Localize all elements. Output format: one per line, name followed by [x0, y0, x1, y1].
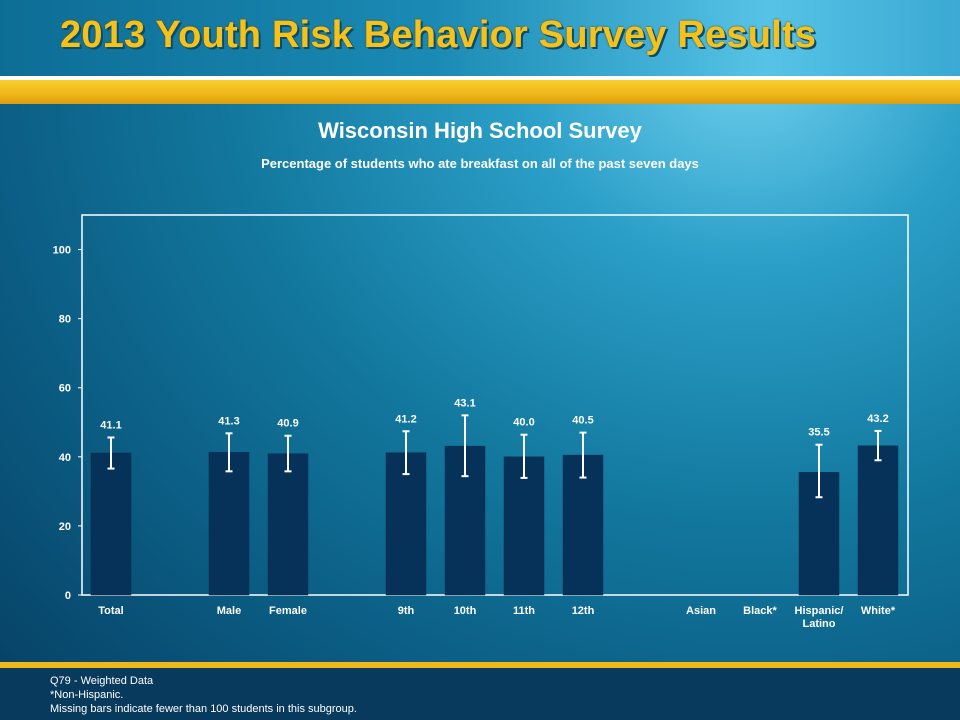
bar: [503, 456, 545, 596]
bar: [208, 452, 250, 596]
y-tick-label: 20: [59, 521, 71, 533]
footer-divider: [0, 662, 960, 668]
x-tick-label: 12th: [572, 605, 595, 617]
slide-title: 2013 Youth Risk Behavior Survey Results: [60, 14, 817, 56]
footer-note-nonhispanic: *Non-Hispanic.: [50, 689, 124, 701]
x-tick-label: Total: [98, 605, 123, 617]
data-label: 40.0: [513, 417, 534, 429]
chart-subtitle: Percentage of students who ate breakfast…: [261, 156, 699, 171]
x-tick-label: 10th: [454, 605, 477, 617]
data-label: 40.5: [572, 415, 593, 427]
data-label: 40.9: [277, 418, 298, 430]
chart-title: Wisconsin High School Survey: [318, 118, 642, 143]
bar: [267, 453, 309, 596]
data-label: 35.5: [808, 427, 829, 439]
data-label: 41.3: [218, 415, 239, 427]
y-tick-label: 0: [65, 590, 71, 602]
y-tick-label: 40: [59, 452, 71, 464]
x-tick-label: Asian: [686, 605, 716, 617]
x-tick-label: Latino: [803, 618, 836, 630]
footer: Q79 - Weighted Data *Non-Hispanic. Missi…: [0, 668, 960, 720]
y-tick-label: 80: [59, 314, 71, 326]
bar-chart: 0 20 40 60 80 100 41.1 Total 41.3 Male 40.9 Female 4…: [53, 214, 909, 630]
footer-note-data: Q79 - Weighted Data: [50, 675, 154, 687]
data-label: 41.2: [395, 413, 416, 425]
header-divider-gold: [0, 80, 960, 104]
bar: [90, 452, 132, 596]
bar: [857, 445, 899, 596]
y-tick-label: 60: [59, 383, 71, 395]
data-label: 43.1: [454, 397, 475, 409]
x-tick-label: Male: [217, 605, 241, 617]
bar: [385, 452, 427, 596]
x-tick-label: 9th: [398, 605, 415, 617]
x-tick-label: White*: [861, 605, 896, 617]
data-label: 41.1: [100, 419, 121, 431]
header-band: [0, 0, 960, 76]
y-tick-label: 100: [53, 245, 71, 257]
x-tick-label: Hispanic/: [795, 605, 844, 617]
header-divider-white: [0, 76, 960, 80]
x-tick-label: Female: [269, 605, 307, 617]
plot-frame: [81, 214, 909, 596]
footer-note-missing: Missing bars indicate fewer than 100 stu…: [50, 703, 357, 715]
x-tick-label: Black*: [743, 605, 777, 617]
x-tick-label: 11th: [513, 605, 535, 617]
data-label: 43.2: [867, 413, 888, 425]
